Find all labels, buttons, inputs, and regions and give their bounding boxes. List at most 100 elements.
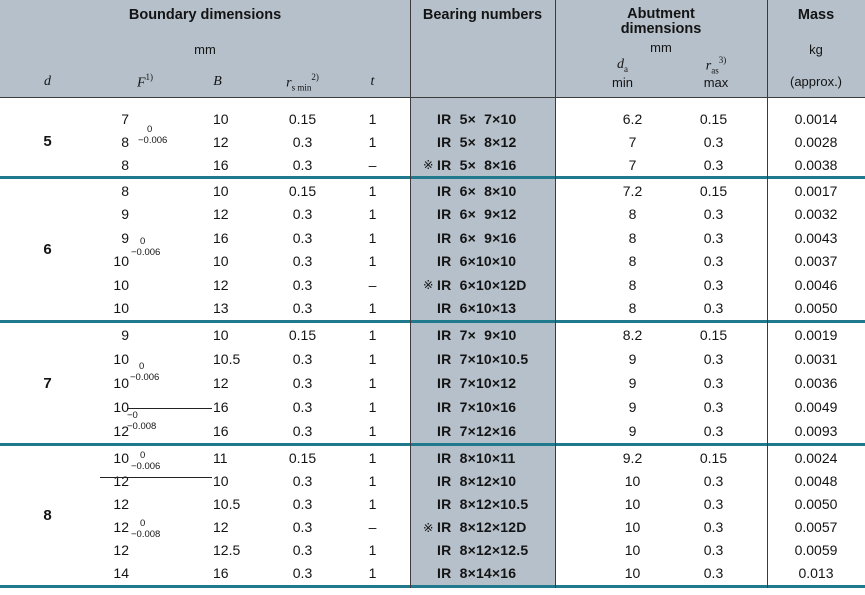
mass-value: 0.0043 bbox=[794, 229, 838, 246]
bearing-number-label: IR 6×10×13 bbox=[437, 300, 517, 317]
bearing-number: IR 5× 8×12 bbox=[410, 131, 555, 154]
abutment-unit-label: mm bbox=[650, 40, 672, 55]
bearing-group: 5 7 10 0.15 1 IR 5× 7×10 6.2 0.15 0.0014… bbox=[0, 108, 865, 179]
b-value: 16 bbox=[213, 423, 229, 439]
b-value: 10 bbox=[213, 472, 229, 489]
ras-max-value: 0.3 bbox=[703, 156, 724, 173]
b-value: 16 bbox=[213, 399, 229, 415]
f-tolerance-d5: 0 −0.006 bbox=[138, 124, 168, 146]
rs-min-value: 0.15 bbox=[288, 449, 317, 466]
f-value: 10 bbox=[113, 300, 129, 317]
da-min-value: 9.2 bbox=[622, 449, 643, 466]
t-value: 1 bbox=[368, 399, 377, 415]
bearing-number: IR 8×12×12.5 bbox=[410, 539, 555, 562]
b-value: 10 bbox=[213, 253, 229, 270]
da-min-value: 9 bbox=[628, 351, 637, 367]
bearing-number-label: IR 7×12×16 bbox=[437, 423, 517, 439]
da-min-value: 10 bbox=[624, 495, 641, 512]
ras-max-value: 0.3 bbox=[703, 133, 724, 150]
ras-max-value: 0.3 bbox=[703, 253, 724, 270]
rs-min-value: 0.3 bbox=[292, 206, 313, 223]
ras-max-value: 0.3 bbox=[703, 519, 724, 536]
ras-max-value: 0.3 bbox=[703, 351, 724, 367]
mass-value: 0.0046 bbox=[794, 276, 838, 293]
bearing-number: IR 8×12×10.5 bbox=[410, 492, 555, 515]
f-value: 9 bbox=[121, 206, 129, 223]
f-value: 10 bbox=[113, 449, 129, 466]
mass-value: 0.0093 bbox=[794, 423, 838, 439]
f-value: 9 bbox=[121, 229, 129, 246]
ras-max-value: 0.15 bbox=[699, 111, 728, 128]
da-min-value: 8 bbox=[628, 229, 637, 246]
bearing-group: 6 8 10 0.15 1 IR 6× 8×10 7.2 0.15 0.0017… bbox=[0, 179, 865, 323]
t-value: – bbox=[368, 276, 377, 293]
bearing-number: IR 6×10×10 bbox=[410, 250, 555, 274]
d-value: 7 bbox=[43, 374, 52, 392]
rs-min-value: 0.3 bbox=[292, 300, 313, 317]
mass-value: 0.0031 bbox=[794, 351, 838, 367]
f-tolerance-d7-upper: 0 −0.006 bbox=[130, 361, 160, 383]
f-value: 10 bbox=[113, 276, 129, 293]
t-value: 1 bbox=[368, 253, 377, 270]
ras-max-value: 0.3 bbox=[703, 542, 724, 559]
f-value: 14 bbox=[113, 565, 129, 582]
t-value: 1 bbox=[368, 351, 377, 367]
f-tolerance-d8-upper: 0 −0.006 bbox=[131, 450, 161, 472]
ras-max-label: max bbox=[703, 75, 729, 90]
b-value: 16 bbox=[213, 156, 229, 173]
bearing-number-label: IR 6× 8×10 bbox=[437, 182, 517, 199]
t-value: – bbox=[368, 519, 377, 536]
t-value: 1 bbox=[368, 206, 377, 223]
f-value: 10 bbox=[113, 375, 129, 391]
column-header-F: F1) bbox=[136, 72, 154, 91]
rs-min-value: 0.3 bbox=[292, 276, 313, 293]
t-value: 1 bbox=[368, 133, 377, 150]
rs-min-value: 0.15 bbox=[288, 182, 317, 199]
bearing-number-label: IR 8×12×10.5 bbox=[437, 495, 529, 512]
da-min-value: 6.2 bbox=[622, 111, 643, 128]
rs-min-value: 0.3 bbox=[292, 423, 313, 439]
b-value: 10 bbox=[213, 327, 229, 343]
bearing-number: IR 6×10×13 bbox=[410, 297, 555, 321]
d-value: 8 bbox=[43, 506, 52, 524]
t-value: 1 bbox=[368, 449, 377, 466]
t-value: 1 bbox=[368, 375, 377, 391]
mass-unit-label: kg bbox=[809, 42, 823, 57]
b-value: 16 bbox=[213, 229, 229, 246]
reference-mark: ※ bbox=[423, 519, 434, 535]
bearing-number: IR 8×14×16 bbox=[410, 562, 555, 585]
bearing-group: 8 10 11 0.15 1 IR 8×10×11 9.2 0.15 0.002… bbox=[0, 446, 865, 588]
t-value: 1 bbox=[368, 182, 377, 199]
mass-value: 0.0038 bbox=[794, 156, 838, 173]
bearing-number: IR 6× 9×12 bbox=[410, 203, 555, 227]
reference-mark: ※ bbox=[423, 277, 434, 293]
da-min-value: 10 bbox=[624, 519, 641, 536]
ras-max-value: 0.3 bbox=[703, 276, 724, 293]
boundary-dimensions-title: Boundary dimensions bbox=[128, 7, 282, 23]
mass-value: 0.0057 bbox=[794, 519, 838, 536]
mass-value: 0.0017 bbox=[794, 182, 838, 199]
f-value: 10 bbox=[113, 253, 129, 270]
bearing-number-label: IR 7×10×12 bbox=[437, 375, 517, 391]
t-value: 1 bbox=[368, 229, 377, 246]
rs-min-value: 0.15 bbox=[288, 327, 317, 343]
b-value: 12 bbox=[213, 133, 229, 150]
ras-max-value: 0.3 bbox=[703, 423, 724, 439]
f-tolerance-d7-lower: −0 −0.008 bbox=[127, 410, 157, 432]
d-value: 5 bbox=[43, 133, 52, 151]
b-value: 12 bbox=[213, 276, 229, 293]
mass-value: 0.0028 bbox=[794, 133, 838, 150]
b-value: 13 bbox=[213, 300, 229, 317]
f-value: 7 bbox=[121, 111, 129, 128]
bearing-number: IR 7× 9×10 bbox=[410, 323, 555, 347]
bearing-number-label: IR 6×10×12D bbox=[437, 276, 527, 293]
b-value: 12 bbox=[213, 519, 229, 536]
column-header-rs-min: rs min2) bbox=[286, 72, 319, 93]
mass-value: 0.0014 bbox=[794, 111, 838, 128]
ras-max-value: 0.3 bbox=[703, 229, 724, 246]
f-value: 12 bbox=[113, 519, 129, 536]
b-value: 11 bbox=[213, 449, 228, 466]
column-header-ras: ras3) bbox=[705, 55, 727, 76]
ras-max-value: 0.3 bbox=[703, 300, 724, 317]
ras-max-value: 0.3 bbox=[703, 206, 724, 223]
